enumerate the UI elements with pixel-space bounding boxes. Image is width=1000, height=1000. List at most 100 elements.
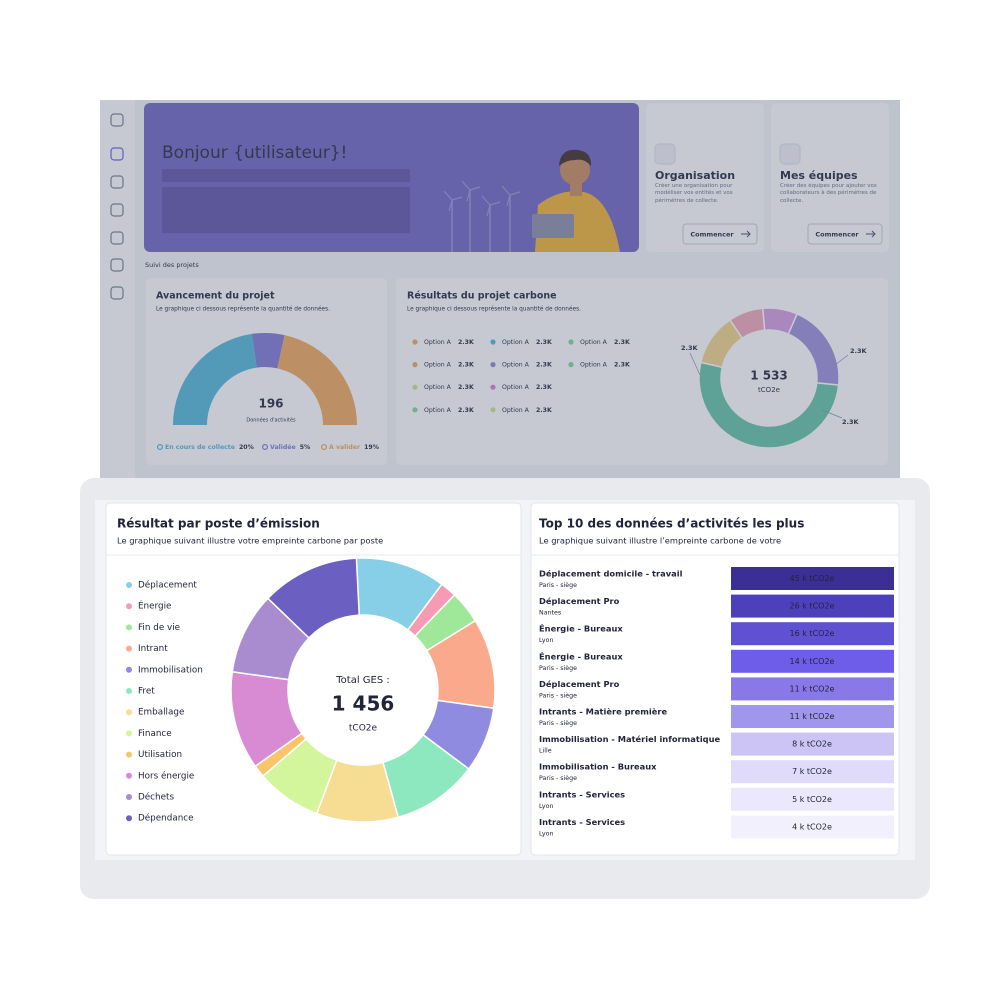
card-title: Résultats du projet carbone [407, 291, 557, 302]
card [646, 103, 764, 252]
activity-bar [731, 567, 894, 590]
activity-value: 8 k tCO2e [792, 740, 832, 749]
legend-name: A valider [329, 444, 361, 451]
card-subtitle: Le graphique ci dessous représente la qu… [156, 306, 330, 313]
activity-name: Déplacement Pro [539, 679, 620, 689]
card-description-box: Créer des équipes pour ajouter vos colla… [780, 183, 882, 205]
activity-value: 26 k tCO2e [790, 602, 835, 611]
callout-line [689, 352, 849, 419]
option-name: Option A [502, 384, 530, 391]
option-value: 2.3K [458, 362, 474, 369]
person-neck [570, 182, 582, 196]
activity-name: Intrants - Services [539, 789, 625, 799]
legend-dot [321, 444, 328, 451]
turbine-blades [501, 185, 521, 207]
legend-label: Énergie [138, 600, 171, 612]
person-laptop [532, 214, 574, 238]
sidebar-icon[interactable] [110, 231, 124, 245]
donut-unit: tCO2e [758, 386, 780, 394]
option-name: Option A [502, 339, 530, 346]
activity-bar [731, 760, 894, 784]
option-value: 2.3K [458, 384, 474, 391]
donut-total: 1 456 [332, 692, 395, 716]
gauge-total: 196 [258, 397, 283, 411]
option-dot [412, 384, 418, 390]
button-arrow [741, 230, 751, 238]
legend-value: 5% [300, 444, 311, 451]
dim-overlay [100, 100, 900, 478]
legend-item: En cours de collecte 20% [165, 444, 254, 451]
donut-total-label: Total GES : [335, 675, 390, 686]
activity-name: Immobilisation - Matériel informatique [539, 734, 721, 744]
legend-dot [126, 624, 132, 631]
sidebar-icon[interactable] [110, 113, 124, 127]
card-title: Résultat par poste d’émission [117, 517, 320, 531]
card-title: Top 10 des données d’activités les plus [539, 517, 804, 531]
banner-block [162, 187, 410, 233]
option-dot [568, 362, 574, 368]
legend-dot [126, 772, 132, 779]
activity-bar [731, 649, 894, 673]
legend-name: Validée [270, 443, 296, 451]
turbine-blades [443, 190, 463, 212]
sidebar-icon[interactable] [110, 203, 124, 217]
card-button-label: Commencer [690, 231, 734, 239]
legend-item: Validée 5% [270, 443, 310, 451]
activity-value: 45 k tCO2e [790, 574, 835, 583]
option-value: 2.3K [536, 384, 552, 391]
card-title: Organisation [655, 169, 735, 182]
donut-total: 1 533 [750, 369, 788, 383]
option-value: 2.3K [458, 339, 474, 346]
option-value: 2.3K [536, 339, 552, 346]
banner-line [162, 169, 410, 182]
activity-bar [731, 815, 894, 839]
legend-value: 19% [364, 444, 379, 451]
greeting: Bonjour {utilisateur}! [162, 143, 347, 163]
option-name: Option A [424, 339, 452, 346]
card-button[interactable] [807, 223, 883, 245]
activity-value: 11 k tCO2e [790, 712, 835, 721]
legend-dot [126, 688, 132, 694]
card-description-box: Créer une organisation pour modéliser vo… [655, 183, 733, 204]
legend-dot [126, 730, 132, 737]
gauge-segment [173, 333, 257, 425]
donut-callout: 2.3K [850, 347, 868, 355]
legend-dot [126, 709, 132, 716]
activity-location: Lyon [539, 830, 554, 837]
option-name: Option A [502, 362, 530, 369]
option-name: Option A [424, 407, 452, 414]
donut-segment [698, 361, 840, 449]
card-description: Créer des équipes pour ajouter vos colla… [780, 183, 882, 205]
option-name: Option A [424, 362, 452, 369]
activity-location: Paris - siège [539, 719, 577, 727]
card-button[interactable] [682, 223, 758, 245]
sidebar-icon[interactable] [110, 286, 124, 300]
section-label: Suivi des projets [145, 261, 199, 269]
activity-value: 14 k tCO2e [790, 657, 835, 666]
activity-location: Paris - siège [539, 664, 577, 672]
option-name: Option A [502, 407, 530, 414]
sidebar-icon[interactable] [110, 175, 124, 189]
card-title: Mes équipes [780, 169, 858, 182]
option-name: Option A [580, 339, 608, 346]
sidebar-icon[interactable] [110, 258, 124, 272]
legend-dot [126, 815, 132, 822]
legend-label: Immobilisation [138, 665, 203, 675]
legend-dot [262, 444, 269, 451]
legend-dot [126, 603, 132, 610]
card-subtitle: Le graphique suivant illustre l’empreint… [539, 536, 781, 546]
legend-value: 20% [239, 444, 254, 451]
option-dot [490, 384, 496, 390]
activity-location: Paris - siège [539, 581, 577, 589]
option-dot [490, 362, 496, 368]
option-dot [568, 339, 574, 345]
donut-callout: 2.3K [842, 418, 860, 426]
activity-bar [731, 705, 894, 728]
activity-location: Lille [539, 748, 552, 755]
person-head [560, 155, 590, 185]
turbine-blades [461, 180, 481, 202]
sidebar-icon[interactable] [110, 147, 124, 161]
donut-segment [787, 312, 840, 386]
legend-label: Fret [138, 687, 155, 697]
button-arrow [866, 230, 876, 238]
